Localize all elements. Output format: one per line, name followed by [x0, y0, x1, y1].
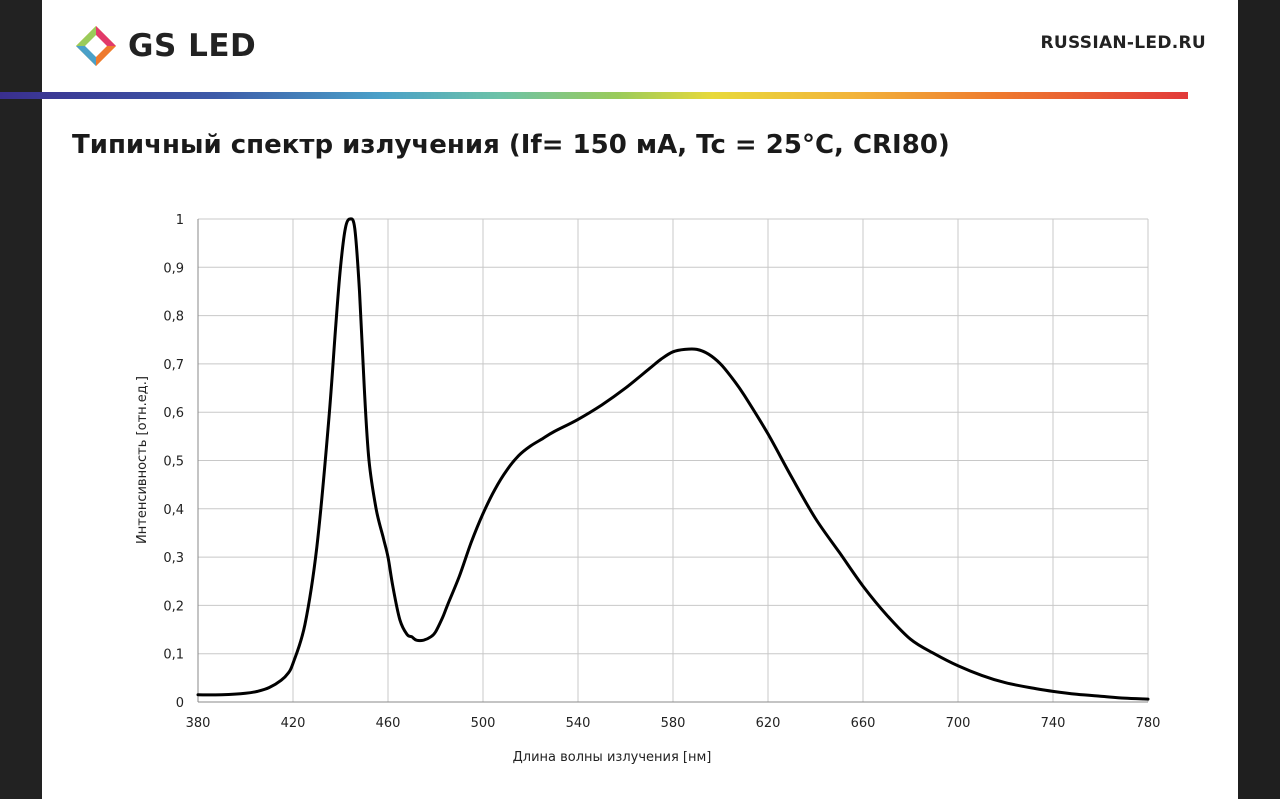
logo: GS LED [74, 22, 256, 70]
x-tick-labels: 380 420 460 500 540 580 620 660 700 740 780 [186, 716, 1161, 731]
x-tick-label: 540 [566, 716, 591, 731]
y-tick-label: 0 [176, 696, 184, 711]
y-axis-title: Интенсивность [отн.ед.] [135, 376, 150, 544]
y-tick-label: 0,8 [163, 310, 184, 325]
x-axis-title: Длина волны излучения [нм] [513, 750, 712, 765]
y-tick-label: 0,1 [163, 648, 184, 663]
window-edge [1238, 0, 1280, 799]
x-tick-label: 380 [186, 716, 211, 731]
y-tick-label: 0,7 [163, 358, 184, 373]
x-tick-label: 460 [376, 716, 401, 731]
grid-lines [197, 218, 1149, 703]
x-tick-label: 780 [1136, 716, 1161, 731]
site-link[interactable]: RUSSIAN-LED.RU [1040, 33, 1206, 53]
series-line [196, 217, 1150, 701]
x-tick-label: 580 [661, 716, 686, 731]
y-tick-label: 0,6 [163, 406, 184, 421]
x-tick-label: 740 [1041, 716, 1066, 731]
logo-mark-icon [76, 26, 116, 66]
y-tick-label: 0,9 [163, 261, 184, 276]
y-tick-label: 1 [176, 213, 184, 228]
x-tick-label: 620 [756, 716, 781, 731]
y-tick-label: 0,2 [163, 599, 184, 614]
logo-text: GS LED [128, 28, 257, 64]
y-tick-labels: 0 0,1 0,2 0,3 0,4 0,5 0,6 0,7 0,8 0,9 1 [163, 213, 184, 711]
x-tick-label: 420 [281, 716, 306, 731]
y-tick-label: 0,5 [163, 455, 184, 470]
y-tick-label: 0,4 [163, 503, 184, 518]
x-tick-label: 700 [946, 716, 971, 731]
y-tick-label: 0,3 [163, 551, 184, 566]
rainbow-divider [0, 92, 1188, 99]
x-tick-label: 660 [851, 716, 876, 731]
x-tick-label: 500 [471, 716, 496, 731]
chart-title: Типичный спектр излучения (If= 150 мА, T… [72, 130, 950, 160]
